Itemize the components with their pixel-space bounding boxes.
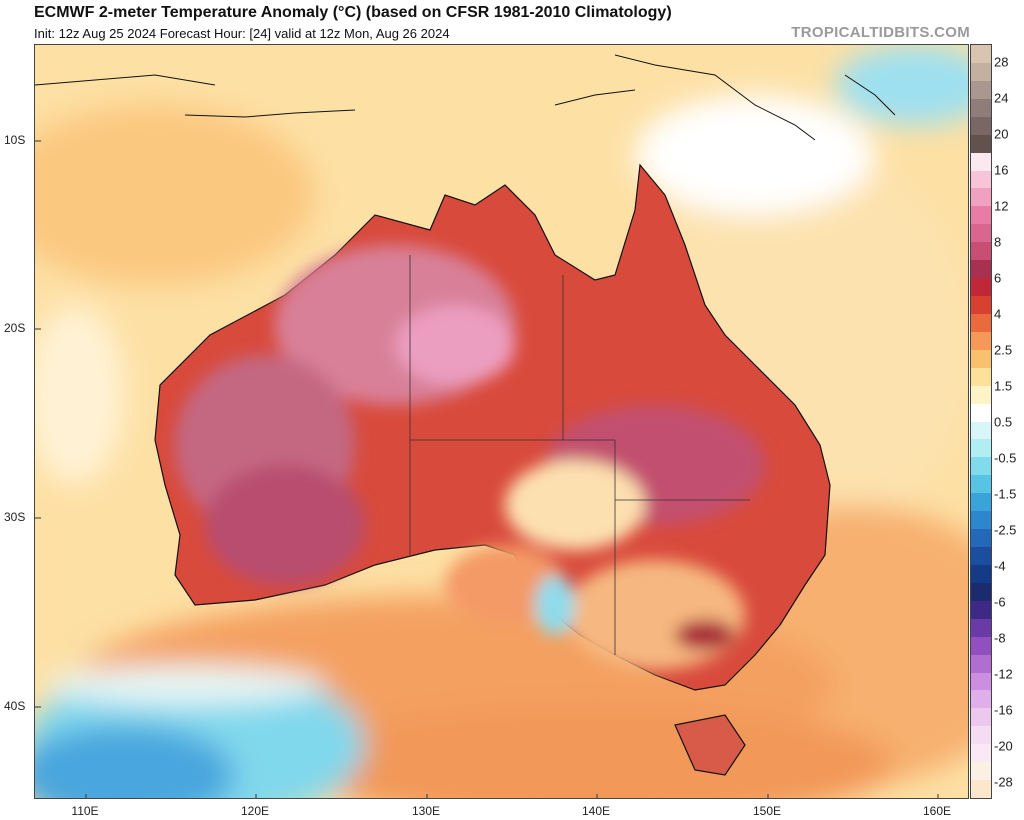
colorbar-tick-label: -16 (994, 702, 1013, 718)
colorbar-tick-label: -4 (994, 558, 1006, 574)
colorbar-swatch (971, 188, 991, 207)
colorbar-swatch (971, 762, 991, 781)
colorbar-swatch (971, 708, 991, 727)
colorbar-swatch (971, 654, 991, 673)
lat-label: 30S (4, 510, 26, 524)
colorbar-swatch (971, 511, 991, 530)
colorbar-tick-label: -20 (994, 738, 1013, 754)
colorbar-swatch (971, 547, 991, 565)
colorbar-tick-label: 1.5 (994, 378, 1013, 394)
lon-label: 160E (922, 804, 952, 818)
colorbar-swatch (971, 98, 991, 117)
lon-label: 110E (71, 804, 99, 818)
colorbar-swatch (971, 260, 991, 279)
colorbar-swatch (971, 600, 991, 619)
lon-label: 140E (581, 804, 611, 818)
northern-islands (35, 54, 896, 141)
colorbar-tick-label: 0.5 (994, 414, 1013, 430)
colorbar-swatch (971, 349, 991, 368)
colorbar-swatch (971, 439, 991, 458)
tasmania (674, 714, 746, 776)
colorbar-swatch (971, 403, 991, 422)
lon-label: 120E (240, 804, 270, 818)
lat-label: 10S (4, 133, 26, 147)
colorbar-swatch (971, 367, 991, 386)
colorbar-tick-label: -0.5 (994, 450, 1017, 466)
colorbar-tick-label: 20 (994, 126, 1009, 142)
colorbar-swatch (971, 80, 991, 99)
colorbar-swatch (971, 242, 991, 261)
colorbar-swatch (971, 134, 991, 153)
colorbar-swatch (971, 726, 991, 745)
colorbar-swatch (971, 744, 991, 763)
colorbar-swatch (971, 385, 991, 404)
lat-label: 20S (4, 321, 26, 335)
colorbar (970, 44, 992, 799)
colorbar-swatch (971, 296, 991, 314)
colorbar-swatch (971, 618, 991, 637)
colorbar-tick-label: 28 (994, 54, 1009, 70)
site-watermark: TROPICALTIDBITS.COM (791, 24, 970, 41)
colorbar-tick-label: -2.5 (994, 522, 1017, 538)
colorbar-swatch (971, 224, 991, 243)
colorbar-swatch (971, 116, 991, 135)
colorbar-tick-label: 4 (994, 306, 1002, 322)
colorbar-tick-label: 12 (994, 198, 1009, 214)
colorbar-swatch (971, 421, 991, 440)
colorbar-tick-label: 2.5 (994, 342, 1013, 358)
colorbar-swatch (971, 636, 991, 655)
colorbar-tick-label: -6 (994, 594, 1006, 610)
ocean-shading (35, 45, 968, 798)
anomaly-map (34, 44, 969, 799)
colorbar-tick-label: -8 (994, 630, 1006, 646)
colorbar-tick-label: -1.5 (994, 486, 1017, 502)
lon-label: 130E (411, 804, 441, 818)
colorbar-tick-label: 6 (994, 270, 1002, 286)
colorbar-swatch (971, 152, 991, 171)
colorbar-swatch (971, 672, 991, 691)
colorbar-tick-label: 8 (994, 234, 1002, 250)
colorbar-swatch (971, 313, 991, 332)
colorbar-swatch (971, 62, 991, 81)
colorbar-swatch (971, 170, 991, 189)
lon-label: 150E (752, 804, 782, 818)
australia-landmass (154, 163, 831, 691)
graticule-ticks (35, 140, 939, 798)
colorbar-swatch (971, 206, 991, 225)
colorbar-swatch (971, 690, 991, 709)
colorbar-swatch (971, 331, 991, 350)
map-subtitle: Init: 12z Aug 25 2024 Forecast Hour: [24… (34, 26, 450, 41)
colorbar-swatch (971, 780, 991, 799)
colorbar-swatch (971, 529, 991, 548)
colorbar-tick-label: 24 (994, 90, 1009, 106)
colorbar-swatch (971, 582, 991, 601)
colorbar-swatch (971, 493, 991, 512)
colorbar-tick-label: -28 (994, 774, 1013, 790)
colorbar-swatch (971, 564, 991, 583)
map-title: ECMWF 2-meter Temperature Anomaly (°C) (… (34, 4, 672, 21)
colorbar-swatch (971, 475, 991, 494)
colorbar-swatch (971, 278, 991, 297)
colorbar-tick-label: 16 (994, 162, 1009, 178)
colorbar-swatch (971, 45, 991, 63)
state-boundaries (409, 255, 750, 655)
lat-label: 40S (4, 699, 26, 713)
colorbar-tick-label: -12 (994, 666, 1013, 682)
map-canvas (35, 45, 968, 798)
colorbar-swatch (971, 457, 991, 476)
